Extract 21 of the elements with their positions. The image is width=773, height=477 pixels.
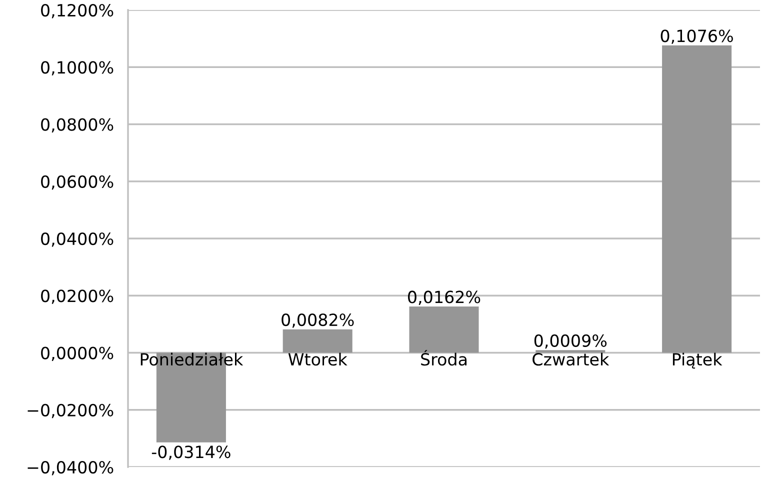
data-label: 0,0009% bbox=[534, 334, 607, 349]
bar bbox=[282, 329, 352, 353]
x-tick-label: Piątek bbox=[672, 352, 722, 369]
y-tick-label: 0,0800% bbox=[41, 118, 114, 133]
y-tick-label: 0,1000% bbox=[41, 61, 114, 76]
x-tick-label: Czwartek bbox=[532, 352, 610, 366]
bar bbox=[662, 45, 732, 353]
y-tick-label: 0,0400% bbox=[41, 232, 114, 247]
x-tick-label: Środa bbox=[421, 350, 467, 366]
y-tick-label: 0,1200% bbox=[41, 4, 114, 18]
y-tick-label: 0,0600% bbox=[41, 175, 114, 190]
x-tick-label: Wtorek bbox=[288, 352, 348, 366]
y-tick-label: −0,0200% bbox=[28, 404, 114, 418]
data-label: -0,0314% bbox=[152, 446, 230, 460]
data-label: 0,1076% bbox=[660, 30, 733, 44]
data-label: 0,0162% bbox=[408, 290, 480, 305]
y-tick-label: 0,0200% bbox=[41, 290, 114, 304]
y-tick-label: 0,0000% bbox=[41, 346, 114, 362]
data-label: 0,0082% bbox=[282, 313, 354, 328]
y-tick-label: −0,0400% bbox=[28, 460, 114, 476]
bar bbox=[536, 350, 606, 353]
